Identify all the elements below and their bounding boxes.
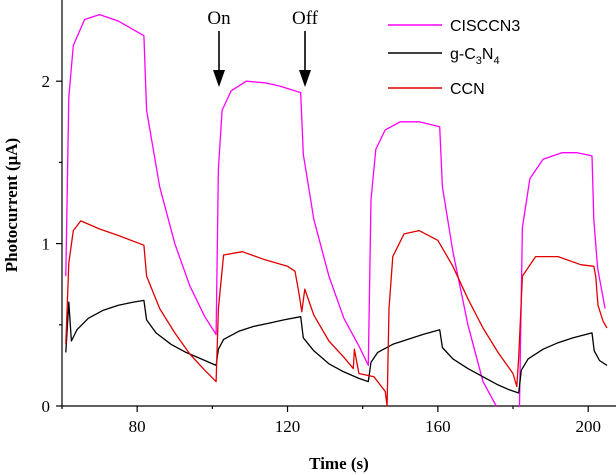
legend-label-gc3n4: g-C3N4 [450, 46, 500, 67]
series-line-cisccn3 [65, 13, 606, 407]
y-tick-label: 1 [42, 235, 51, 254]
legend-item-gc3n4: g-C3N4 [388, 46, 500, 67]
x-tick-label: 160 [425, 417, 451, 436]
legend-item-ciscc3: CISCCN3 [388, 18, 520, 35]
annotation-off-label: Off [292, 8, 319, 29]
legend-item-ccn: CCN [388, 81, 485, 98]
annotation-on: On [207, 8, 231, 87]
annotation-on-label: On [207, 8, 231, 29]
y-tick-label: 2 [42, 72, 51, 91]
annotation-off: Off [292, 8, 319, 87]
series-line-ccn [65, 220, 608, 407]
legend-label-ciscc3: CISCCN3 [450, 18, 520, 35]
series-layer [65, 13, 608, 407]
series-line-g-c3n4 [65, 299, 608, 394]
axis-ticks: 80 120 160 200 0 1 2 [42, 72, 601, 436]
x-tick-label: 80 [129, 417, 146, 436]
legend-label-ccn: CCN [450, 81, 485, 98]
x-tick-label: 120 [275, 417, 301, 436]
arrow-down-icon [299, 70, 311, 87]
y-axis-title: Photocurrent (μA) [2, 138, 21, 272]
x-tick-label: 200 [575, 417, 601, 436]
arrow-down-icon [213, 70, 225, 87]
y-tick-label: 0 [42, 397, 51, 416]
x-axis-title: Time (s) [309, 454, 369, 473]
legend: CISCCN3 g-C3N4 CCN [388, 18, 520, 98]
